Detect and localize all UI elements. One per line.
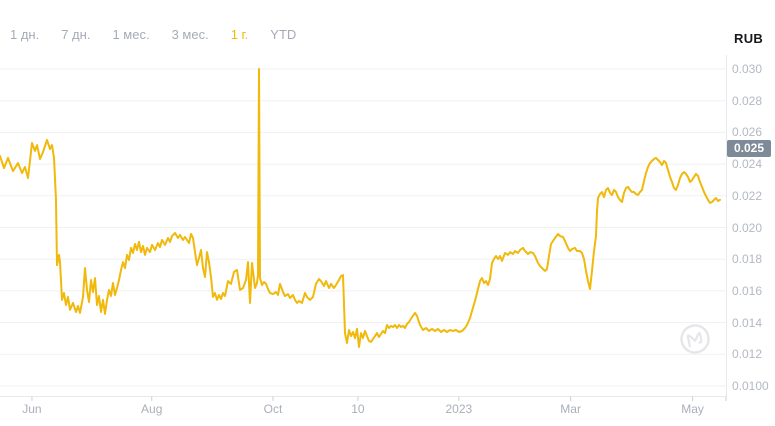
tab-1-day[interactable]: 1 дн. [10,27,40,42]
tab-1-year[interactable]: 1 г. [230,27,249,42]
y-axis-tick-label: 0.026 [732,125,763,140]
x-axis-tick-label: Jun [22,402,42,416]
x-axis-tick-label: 2023 [445,402,473,416]
y-axis-tick-label: 0.016 [732,283,763,298]
tab-3-months[interactable]: 3 мес. [171,27,209,42]
y-axis-tick-label: 0.020 [732,220,763,235]
tab-ytd[interactable]: YTD [270,27,297,42]
y-axis-tick-label: 0.030 [732,62,763,76]
tab-1-month[interactable]: 1 мес. [112,27,150,42]
x-axis-tick-label: May [681,402,704,416]
coinmarketcap-watermark-logo [680,324,710,354]
price-line-series [0,68,721,348]
y-axis-tick-label: 0.018 [732,252,763,267]
x-axis-tick-label: Aug [141,402,163,416]
y-axis-tick-label: 0.0100 [732,379,769,393]
y-axis-tick-label: 0.022 [732,188,763,203]
tab-7-days[interactable]: 7 дн. [61,27,91,42]
y-axis-tick-label: 0.012 [732,347,763,362]
x-axis-tick-label: Oct [263,402,283,416]
y-axis-tick-label: 0.014 [732,315,763,330]
x-axis-tick-label: 10 [351,402,365,416]
y-axis-currency-label: RUB [734,31,764,46]
current-price-badge: 0.025 [727,140,771,157]
y-axis-tick-label: 0.028 [732,93,763,108]
y-axis-tick-label: 0.024 [732,157,763,172]
x-axis-tick-label: Mar [560,402,581,416]
time-range-tabs: 1 дн. 7 дн. 1 мес. 3 мес. 1 г. YTD [10,27,296,42]
